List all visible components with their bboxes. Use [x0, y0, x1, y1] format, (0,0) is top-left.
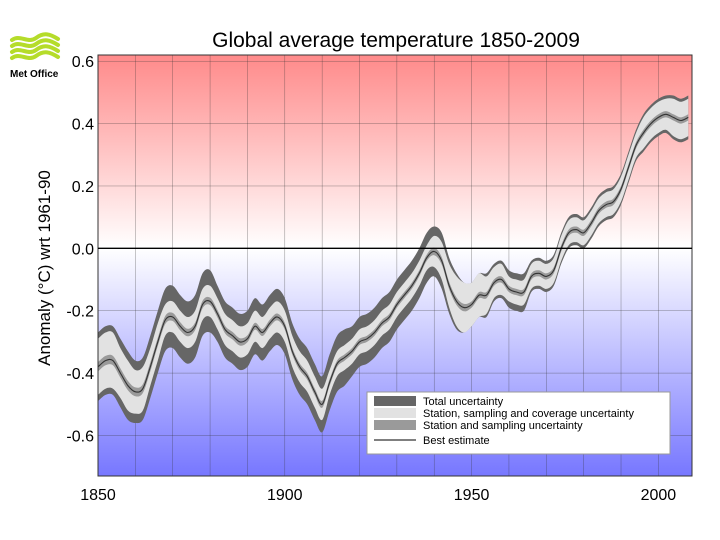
met-office-logo: Met Office: [10, 32, 60, 80]
y-tick-label: 0.4: [72, 117, 94, 134]
x-tick-labels: 1850 1900 1950 2000: [80, 487, 676, 504]
y-tick-label: 0.0: [72, 241, 94, 258]
uncertainty-bands: [98, 95, 689, 433]
series-lines: [98, 113, 689, 405]
plot-frame: [97, 54, 693, 477]
legend-swatch-total-uncertainty: [374, 396, 416, 406]
x-tick-label: 2000: [641, 487, 677, 504]
legend-swatch-sampling-uncertainty: [374, 420, 416, 430]
logo-wave: [10, 44, 60, 54]
x-tick-label: 1900: [267, 487, 303, 504]
y-tick-label: -0.4: [66, 366, 94, 383]
legend: Total uncertainty Station, sampling and …: [366, 391, 671, 455]
brand-name: Met Office: [10, 69, 59, 80]
y-axis-title: Anomaly (°C) wrt 1961-90: [35, 170, 54, 366]
best-estimate-line: [98, 113, 689, 405]
y-tick-labels: -0.6 -0.4 -0.2 0.0 0.2 0.4 0.6: [66, 54, 94, 445]
legend-entry-sampling-uncertainty: Station and sampling uncertainty: [423, 420, 583, 432]
logo-wave: [10, 38, 60, 48]
x-tick-label: 1850: [80, 487, 116, 504]
legend-box: [366, 391, 671, 455]
y-tick-label: -0.2: [66, 304, 94, 321]
y-tick-label: 0.2: [72, 179, 94, 196]
logo-waves-icon: [10, 32, 60, 60]
logo-wave: [10, 50, 60, 60]
logo-wave: [10, 32, 60, 42]
legend-swatch-coverage-uncertainty: [374, 408, 416, 418]
legend-entry-total-uncertainty: Total uncertainty: [423, 396, 504, 408]
y-tick-label: 0.6: [72, 54, 94, 71]
y-tick-label: -0.6: [66, 428, 94, 445]
chart-title: Global average temperature 1850-2009: [212, 29, 580, 52]
legend-entry-coverage-uncertainty: Station, sampling and coverage uncertain…: [423, 408, 634, 420]
plot-border: [97, 54, 693, 477]
x-tick-label: 1950: [454, 487, 490, 504]
legend-entry-best-estimate: Best estimate: [423, 435, 490, 447]
